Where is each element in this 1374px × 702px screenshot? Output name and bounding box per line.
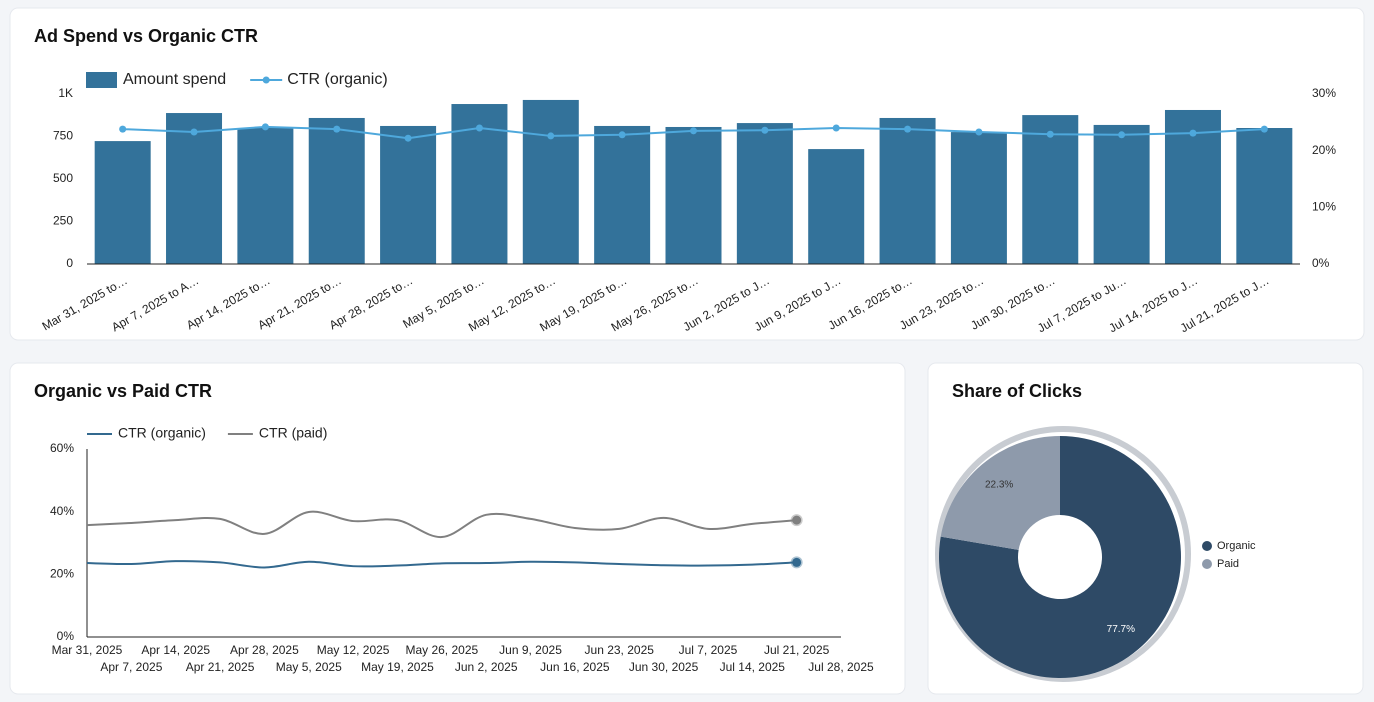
bar	[736, 123, 793, 264]
point	[119, 125, 127, 133]
end-point	[790, 556, 803, 569]
x-tick-label: Jun 2, 2025	[455, 660, 518, 674]
point	[832, 124, 840, 132]
bar	[808, 149, 865, 264]
x-tick-label: Jun 23, 2025	[585, 643, 655, 657]
x-tick-label: Jun 30, 2025	[629, 660, 699, 674]
y-tick-label: 250	[53, 214, 73, 228]
point	[333, 125, 341, 133]
x-tick-label: May 19, 2025	[361, 660, 434, 674]
y2-tick-label: 20%	[1312, 143, 1336, 157]
point	[618, 131, 626, 139]
bar	[950, 132, 1007, 264]
card	[9, 362, 906, 695]
y2-tick-label: 0%	[1312, 256, 1330, 270]
bar	[665, 126, 722, 264]
data-label: 77.7%	[1107, 624, 1135, 635]
point	[1118, 131, 1126, 139]
bar	[522, 99, 579, 264]
x-tick-label: Jul 28, 2025	[808, 660, 874, 674]
line	[86, 510, 797, 539]
legend-swatch	[262, 76, 270, 84]
chart-title: Ad Spend vs Organic CTR	[34, 26, 258, 46]
pie-ring	[935, 426, 1191, 682]
point	[404, 134, 412, 142]
x-tick-label: Apr 28, 2025	[230, 643, 299, 657]
point	[1260, 125, 1268, 133]
y-tick-label: 0	[66, 256, 73, 270]
point	[1189, 129, 1197, 137]
x-tick-label: Mar 31, 2025	[52, 643, 123, 657]
point	[904, 125, 912, 133]
bar	[1022, 115, 1079, 264]
bar	[594, 125, 651, 265]
point	[475, 124, 483, 132]
bar	[1093, 124, 1150, 264]
legend-label: Amount spend	[123, 71, 226, 88]
y-tick-label: 60%	[50, 441, 74, 455]
x-tick-label: Jul 21, 2025	[764, 643, 830, 657]
legend-label: CTR (organic)	[118, 425, 206, 441]
chart-title: Share of Clicks	[952, 381, 1082, 401]
y-tick-label: 500	[53, 171, 73, 185]
line	[86, 560, 797, 569]
chart-title: Organic vs Paid CTR	[34, 381, 212, 401]
x-tick-label: Apr 14, 2025	[141, 643, 210, 657]
point	[261, 123, 269, 131]
x-tick-label: Jul 14, 2025	[720, 660, 786, 674]
point	[761, 126, 769, 134]
bar	[1236, 128, 1293, 264]
bar	[237, 128, 294, 264]
legend-swatch	[1202, 559, 1212, 569]
data-label: 22.3%	[985, 479, 1013, 490]
legend-label: Paid	[1217, 558, 1239, 570]
x-tick-label: Apr 21, 2025	[186, 660, 255, 674]
legend-label: CTR (organic)	[287, 71, 387, 88]
y-tick-label: 0%	[57, 629, 75, 643]
x-tick-label: May 5, 2025	[276, 660, 342, 674]
point	[190, 128, 198, 136]
bar	[308, 117, 365, 264]
x-tick-label: May 26, 2025	[405, 643, 478, 657]
y-tick-label: 20%	[50, 567, 74, 581]
legend-swatch	[86, 72, 117, 88]
bar	[166, 113, 223, 264]
legend-swatch	[1202, 541, 1212, 551]
point	[1046, 130, 1054, 138]
x-tick-label: Jun 16, 2025	[540, 660, 610, 674]
x-tick-label: Apr 7, 2025	[100, 660, 162, 674]
x-tick-label: Jun 9, 2025	[499, 643, 562, 657]
point	[547, 132, 555, 140]
point	[975, 128, 983, 136]
bar	[94, 141, 151, 264]
y-tick-label: 750	[53, 129, 73, 143]
y-tick-label: 1K	[58, 86, 73, 100]
y2-tick-label: 30%	[1312, 86, 1336, 100]
bar	[879, 117, 936, 264]
x-tick-label: May 12, 2025	[317, 643, 390, 657]
pie-slice	[938, 436, 1181, 678]
x-tick-label: Jul 7, 2025	[679, 643, 738, 657]
bar	[380, 125, 437, 265]
y2-tick-label: 10%	[1312, 200, 1336, 214]
pie-slice	[940, 436, 1060, 550]
point	[690, 127, 697, 135]
legend-label: Organic	[1217, 540, 1256, 552]
y-tick-label: 40%	[50, 504, 74, 518]
end-point	[790, 514, 803, 527]
legend-label: CTR (paid)	[259, 425, 327, 441]
